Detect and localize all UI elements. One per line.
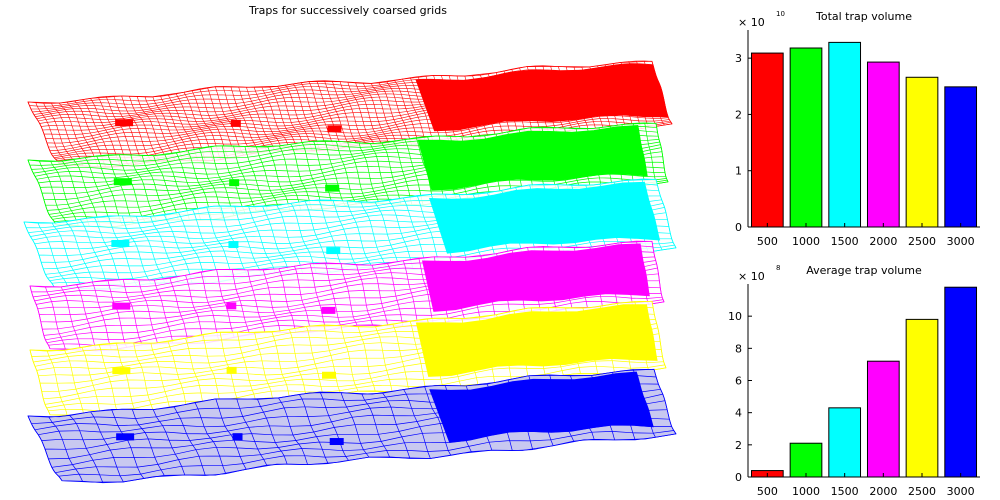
x-tick-label: 1500 [831, 235, 859, 248]
trap-patch [113, 178, 132, 186]
x-tick-label: 3000 [947, 235, 975, 248]
surface-layer [27, 122, 669, 228]
trap-patch [326, 247, 341, 255]
x-tick-label: 500 [757, 235, 778, 248]
y-tick-label: 8 [735, 342, 742, 355]
y-tick-label: 0 [735, 471, 742, 484]
axis-exponent-power: 8 [776, 264, 780, 272]
chart-title: Total trap volume [815, 10, 912, 23]
x-tick-label: 3000 [947, 485, 975, 498]
surface-mesh [29, 240, 665, 352]
trap-patch [112, 302, 131, 310]
trap-patch [329, 438, 344, 446]
chart-title: Average trap volume [806, 264, 922, 277]
axis-exponent: × 10 [738, 16, 765, 29]
y-tick-label: 2 [735, 108, 742, 121]
x-tick-label: 2500 [908, 485, 936, 498]
x-tick-label: 1500 [831, 485, 859, 498]
x-tick-label: 1000 [792, 235, 820, 248]
bar [866, 61, 900, 228]
x-tick-label: 2000 [869, 485, 897, 498]
surface-mesh [29, 300, 667, 418]
trap-patch [325, 184, 340, 192]
trap-patch [112, 367, 131, 375]
bar [944, 86, 978, 228]
axis-exponent-power: 10 [776, 10, 785, 18]
surface-layer [29, 300, 667, 418]
bar [828, 407, 862, 478]
average-trap-volume-chart: Average trap volume × 10 8 0 2 4 6 8 10 500 1000 15… [728, 264, 980, 498]
surface-layer [27, 368, 677, 484]
y-tick-label: 0 [735, 221, 742, 234]
bar [828, 41, 862, 228]
trap-patch [322, 371, 337, 379]
trap-patch [230, 119, 241, 127]
trap-patch [228, 241, 239, 249]
bar [905, 318, 939, 478]
bar [750, 52, 784, 228]
bar [789, 442, 823, 478]
surface-layer [27, 60, 673, 168]
y-tick-label: 6 [735, 375, 742, 388]
y-tick-label: 4 [735, 407, 742, 420]
axis-exponent: × 10 [738, 270, 765, 283]
x-tick-label: 2500 [908, 235, 936, 248]
bar [789, 47, 823, 228]
surface-solid-region [428, 181, 661, 254]
total-trap-volume-chart: Total trap volume × 10 10 0 1 2 3 500 1000 1500 20… [735, 10, 980, 248]
y-tick-label: 1 [735, 165, 742, 178]
main-title: Traps for successively coarsed grids [248, 4, 447, 17]
surface-mesh [27, 368, 677, 484]
x-tick-label: 1000 [792, 485, 820, 498]
x-tick-label: 2000 [869, 235, 897, 248]
y-tick-label: 2 [735, 439, 742, 452]
y-tick-label: 3 [735, 52, 742, 65]
bar [944, 286, 978, 478]
x-tick-label: 500 [757, 485, 778, 498]
trap-patch [111, 239, 130, 247]
trap-patch [115, 119, 134, 127]
bar [905, 76, 939, 228]
trap-patch [226, 366, 237, 374]
trap-patch [116, 433, 135, 441]
trap-patch [232, 433, 243, 441]
trap-patch [327, 125, 342, 133]
bar [866, 360, 900, 478]
trap-patch [226, 302, 237, 310]
y-tick-label: 10 [728, 310, 742, 323]
surface-layer [29, 240, 665, 352]
trap-patch [321, 306, 336, 314]
surface-mesh [23, 178, 677, 290]
surface-plot [23, 60, 677, 484]
trap-patch [229, 179, 240, 187]
